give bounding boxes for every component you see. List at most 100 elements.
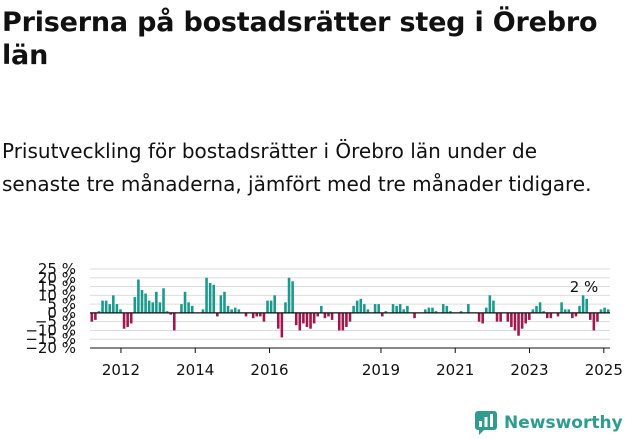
bar bbox=[291, 281, 294, 313]
bar bbox=[122, 312, 126, 329]
bar bbox=[108, 304, 112, 313]
bar bbox=[449, 311, 452, 313]
bar bbox=[151, 302, 155, 313]
bar bbox=[230, 309, 233, 313]
y-tick-label: 20 % bbox=[38, 269, 76, 287]
bar bbox=[427, 307, 431, 313]
y-tick-label: 25 % bbox=[38, 260, 76, 278]
bar bbox=[467, 304, 470, 313]
bar bbox=[510, 312, 513, 327]
bar bbox=[251, 312, 255, 319]
bar bbox=[226, 305, 230, 313]
brand-name: Newsworthy bbox=[504, 413, 623, 433]
bar bbox=[391, 304, 395, 313]
bar bbox=[556, 312, 560, 317]
bar bbox=[581, 295, 585, 313]
y-tick-label: −5 % bbox=[35, 313, 76, 331]
bar bbox=[316, 312, 320, 317]
x-tick-label: 2019 bbox=[362, 361, 400, 379]
bar bbox=[549, 312, 553, 319]
bar bbox=[269, 300, 273, 313]
bar bbox=[158, 302, 162, 313]
bar bbox=[320, 305, 323, 313]
bar-chart: 25 %20 %15 %10 %5 %0 %−5 %−10 %−15 %−20 … bbox=[25, 260, 623, 379]
bar bbox=[266, 300, 269, 313]
bar bbox=[273, 295, 276, 313]
bar bbox=[592, 312, 596, 331]
bar bbox=[97, 311, 101, 313]
bar bbox=[528, 312, 531, 320]
bar bbox=[424, 309, 427, 313]
grid-lines bbox=[90, 268, 610, 349]
bar bbox=[280, 312, 284, 338]
bar bbox=[563, 309, 567, 313]
bar bbox=[212, 284, 216, 313]
bar bbox=[323, 312, 327, 319]
bar bbox=[305, 312, 309, 327]
chart-subtitle: Prisutveckling för bostadsrätter i Örebr… bbox=[2, 139, 592, 196]
bar bbox=[441, 304, 445, 313]
y-tick-label: 15 % bbox=[38, 278, 76, 296]
bar bbox=[484, 307, 488, 313]
bar bbox=[488, 295, 492, 313]
axes: 25 %20 %15 %10 %5 %0 %−5 %−10 %−15 %−20 … bbox=[25, 260, 623, 379]
bar bbox=[255, 312, 259, 317]
bars bbox=[90, 277, 610, 338]
bar bbox=[216, 312, 219, 317]
bar bbox=[459, 311, 463, 313]
bar bbox=[137, 279, 140, 313]
bar bbox=[535, 305, 538, 313]
bar bbox=[237, 309, 241, 313]
x-tick-label: 2012 bbox=[102, 361, 140, 379]
bar bbox=[398, 304, 402, 313]
bar bbox=[520, 312, 524, 329]
bar bbox=[126, 312, 129, 327]
bar bbox=[294, 312, 298, 326]
bar bbox=[596, 312, 599, 322]
bar bbox=[524, 312, 528, 324]
x-tick-label: 2016 bbox=[250, 361, 288, 379]
bar bbox=[187, 302, 190, 313]
bar bbox=[585, 298, 588, 313]
bar bbox=[312, 312, 316, 324]
bar bbox=[538, 302, 542, 313]
bar bbox=[445, 305, 449, 313]
bar bbox=[560, 302, 563, 313]
x-tick-label: 2023 bbox=[510, 361, 548, 379]
bar bbox=[129, 312, 133, 324]
bar bbox=[499, 312, 502, 322]
bar bbox=[545, 312, 549, 319]
bar bbox=[90, 312, 94, 322]
bar bbox=[578, 305, 581, 313]
bar bbox=[481, 312, 484, 324]
bar bbox=[244, 312, 248, 317]
bar bbox=[517, 312, 520, 336]
bar bbox=[606, 309, 610, 313]
bar bbox=[309, 312, 312, 329]
bar bbox=[345, 312, 348, 327]
bar bbox=[348, 312, 352, 322]
bar bbox=[366, 309, 370, 313]
bar bbox=[205, 277, 208, 313]
bar bbox=[492, 300, 495, 313]
y-tick-label: −10 % bbox=[25, 321, 76, 339]
bar bbox=[402, 309, 406, 313]
bar bbox=[233, 307, 237, 313]
bar bbox=[513, 312, 517, 331]
bar bbox=[262, 312, 266, 322]
bar bbox=[155, 291, 158, 313]
bar bbox=[495, 312, 499, 322]
newsworthy-brand: Newsworthy bbox=[474, 408, 623, 438]
bar bbox=[359, 298, 363, 313]
bar bbox=[330, 312, 334, 320]
bar bbox=[112, 295, 115, 313]
bar bbox=[190, 305, 194, 313]
y-tick-label: 0 % bbox=[47, 304, 76, 322]
bar bbox=[94, 312, 97, 320]
bar bbox=[133, 297, 137, 313]
bar bbox=[574, 312, 578, 317]
bar bbox=[284, 302, 287, 313]
bar bbox=[531, 309, 535, 313]
bar bbox=[434, 311, 438, 313]
bar bbox=[276, 312, 280, 329]
